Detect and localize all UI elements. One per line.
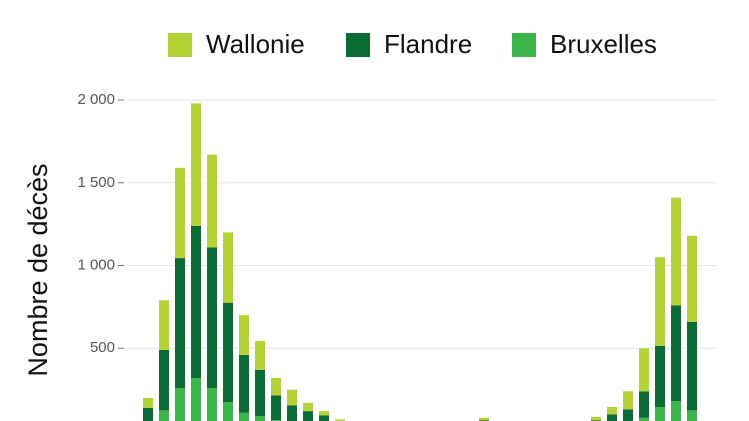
legend-swatch <box>346 33 370 57</box>
bar-segment <box>207 154 217 248</box>
bar-segment <box>255 340 265 370</box>
bar-segment <box>223 302 233 403</box>
bar-segment <box>239 315 249 355</box>
bar-segment <box>607 407 617 415</box>
bar-segment <box>159 300 169 350</box>
bar-segment <box>479 417 489 421</box>
bar-segment <box>303 411 313 421</box>
bar-segment <box>687 235 697 322</box>
bar-segment <box>207 247 217 388</box>
bar-segment <box>255 369 265 417</box>
bar-segment <box>639 348 649 392</box>
bar-segment <box>319 411 329 416</box>
bar-segment <box>303 402 313 412</box>
bar-segment <box>191 378 201 421</box>
bar-segment <box>591 416 601 421</box>
bar-segment <box>655 345 665 408</box>
bar-segment <box>623 409 633 421</box>
bar-segment <box>255 416 265 421</box>
y-tick-label: 2 000 <box>77 91 115 108</box>
legend-label: Flandre <box>384 29 472 59</box>
bar-segment <box>239 412 249 421</box>
bar-segment <box>655 407 665 421</box>
bar-segment <box>223 402 233 421</box>
bar-segment <box>671 197 681 306</box>
bar-segment <box>607 414 617 421</box>
bar-segment <box>223 232 233 303</box>
bar-segment <box>319 415 329 421</box>
legend-swatch <box>512 33 536 57</box>
bar-segment <box>271 378 281 396</box>
legend-swatch <box>168 33 192 57</box>
bar-segment <box>159 349 169 411</box>
bar-segment <box>287 405 297 421</box>
bar-segment <box>159 410 169 421</box>
bar-segment <box>239 354 249 413</box>
y-axis-label: Nombre de décès <box>23 163 53 376</box>
bar-segment <box>623 391 633 410</box>
legend-label: Wallonie <box>206 29 305 59</box>
bar-segment <box>143 407 153 421</box>
bar-segment <box>671 305 681 402</box>
bar-segment <box>271 395 281 421</box>
bar-segment <box>687 321 697 411</box>
bar-segment <box>143 397 153 408</box>
bar-segment <box>191 103 201 226</box>
bar-segment <box>175 258 185 388</box>
bar-segment <box>207 387 217 421</box>
bar-segment <box>671 401 681 421</box>
bar-segment <box>191 225 201 379</box>
bar-segment <box>639 417 649 421</box>
bar-segment <box>687 410 697 421</box>
bar-segment <box>335 419 345 421</box>
y-tick-label: 1 000 <box>77 256 115 273</box>
bar-segment <box>175 167 185 259</box>
bar-segment <box>655 257 665 346</box>
bar-segment <box>639 391 649 418</box>
y-tick-label: 1 500 <box>77 174 115 191</box>
bar-segment <box>175 387 185 421</box>
bar-segment <box>287 389 297 406</box>
legend-label: Bruxelles <box>550 29 657 59</box>
y-tick-label: 500 <box>90 339 115 356</box>
